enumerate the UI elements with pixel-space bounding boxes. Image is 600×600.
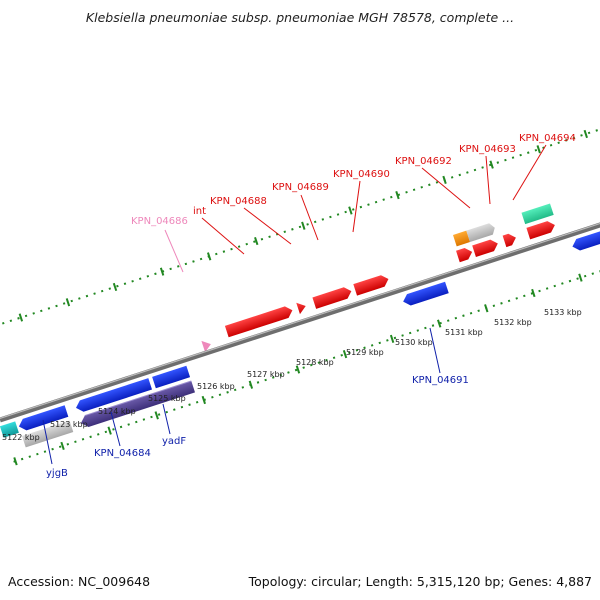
upper-major-tick [348,206,353,215]
scale-label: 5124 kbp [98,407,136,416]
leader-line [162,403,171,435]
upper-major-tick [301,221,306,230]
gene-label-top[interactable]: KPN_04686 [131,216,188,227]
upper-major-tick [254,236,259,246]
leader-line [243,207,292,245]
gene-label-top[interactable]: int [193,206,206,217]
scale-label: 5128 kbp [296,358,334,367]
scale-label: 5126 kbp [197,382,235,391]
gene-int[interactable] [224,305,294,338]
gene-KPN_04693[interactable] [472,238,499,257]
upper-major-tick [583,129,588,139]
leader-line [512,144,547,201]
gene-KPN_04688[interactable] [296,300,307,315]
gene-blue-far[interactable] [571,227,600,252]
gene-label-top[interactable]: KPN_04690 [333,169,390,180]
leader-line [429,327,441,374]
gene-orange[interactable] [452,230,471,247]
gene-label-bottom[interactable]: yadF [162,436,186,447]
gene-red-right[interactable] [526,219,556,240]
lower-major-tick [13,457,18,466]
upper-major-tick [442,175,447,184]
lower-major-tick [154,411,159,420]
scale-label: 5130 kbp [395,338,433,347]
scale-label: 5127 kbp [247,370,285,379]
scale-label: 5129 kbp [346,348,384,357]
scale-label: 5123 kbp [50,420,88,429]
gene-KPN_04686[interactable] [201,338,212,353]
scale-label: 5125 kbp [148,394,186,403]
gene-KPN_04692[interactable] [456,246,474,263]
gene-gray-top[interactable] [466,222,496,243]
gene-yadF[interactable] [79,380,196,429]
leader-line [485,155,491,205]
gene-label-top[interactable]: KPN_04694 [519,133,576,144]
accession-text: Accession: NC_009648 [8,574,151,589]
scale-label: 5131 kbp [445,328,483,337]
scale-label: 5133 kbp [544,308,582,317]
reverse-genes[interactable] [0,227,600,453]
lower-major-tick [531,288,536,298]
leader-line [421,167,471,209]
gene-KPN_04684[interactable] [74,378,153,414]
upper-major-tick [395,191,400,200]
gene-KPN_04691[interactable] [401,281,449,308]
genome-backbone [0,213,600,423]
lower-major-tick [107,426,112,435]
gene-label-top[interactable]: KPN_04688 [210,196,267,207]
upper-major-tick [489,160,494,169]
gene-blue-1[interactable] [17,405,69,432]
upper-major-tick [159,267,165,276]
upper-major-tick [18,313,24,322]
forward-genes[interactable] [194,203,561,353]
leader-line [164,229,184,273]
lower-major-tick [60,441,65,451]
lower-major-tick [578,273,583,282]
lower-major-tick [342,350,348,359]
leader-line [110,411,121,447]
lower-major-tick [201,395,206,405]
upper-major-tick [65,298,71,307]
gene-cyan-left[interactable] [0,421,19,438]
gene-label-top[interactable]: KPN_04689 [272,182,329,193]
lower-major-tick [248,380,254,389]
scale-label: 5122 kbp [2,433,40,442]
gene-KPN_04694[interactable] [502,232,518,248]
upper-major-tick [536,145,541,154]
leader-line [352,180,361,233]
gene-gray-bottom[interactable] [22,420,74,448]
map-title: Klebsiella pneumoniae subsp. pneumoniae … [85,10,515,25]
upper-major-tick [112,282,118,292]
gene-label-bottom[interactable]: KPN_04684 [94,448,151,459]
gene-label-top[interactable]: KPN_04692 [395,156,452,167]
leader-line [201,217,245,255]
gene-KPN_04689[interactable] [312,285,353,309]
genome-info-text: Topology: circular; Length: 5,315,120 bp… [248,574,592,589]
gene-KPN_04690[interactable] [353,273,390,296]
lower-major-tick [484,304,489,313]
scale-label: 5132 kbp [494,318,532,327]
lower-major-tick [437,319,442,328]
gene-label-bottom[interactable]: KPN_04691 [412,375,469,386]
lower-major-tick [389,334,395,343]
gene-label-top[interactable]: KPN_04693 [459,144,516,155]
lower-major-tick [295,365,301,374]
gene-blue-3[interactable] [152,365,191,389]
leader-line [300,194,319,241]
gene-teal[interactable] [521,203,554,225]
upper-scale-track [0,128,600,335]
leader-line [42,419,53,465]
upper-major-tick [206,252,212,261]
gene-label-bottom[interactable]: yjgB [46,468,68,479]
